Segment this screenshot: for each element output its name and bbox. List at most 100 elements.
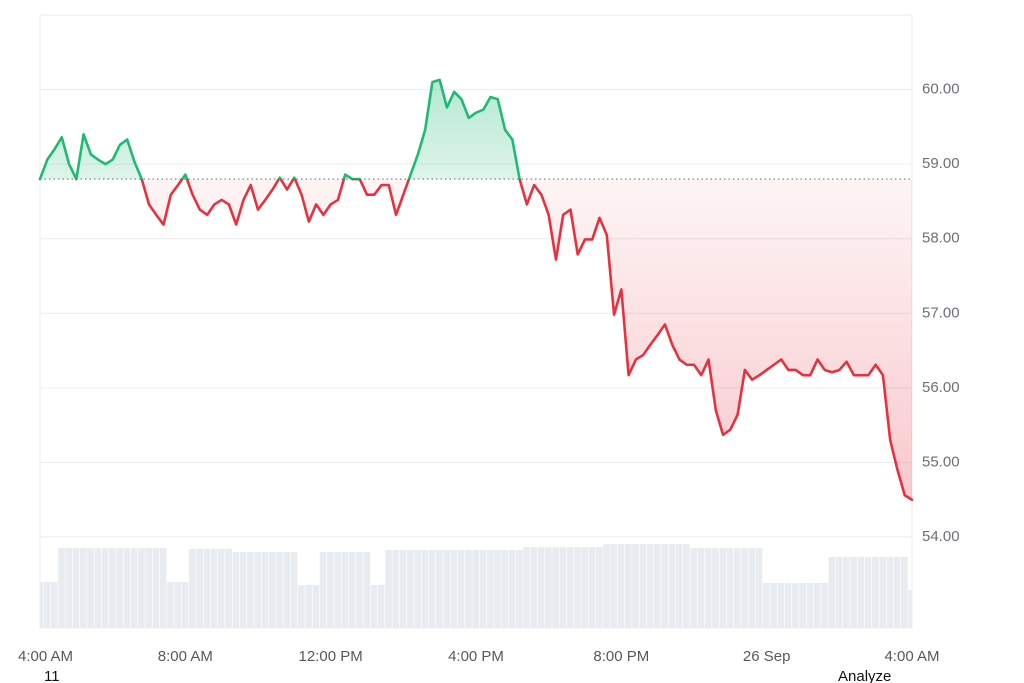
volume-bar [864, 557, 872, 628]
volume-bar [624, 544, 632, 628]
volume-bar [675, 544, 683, 628]
x-tick-label: 8:00 AM [158, 648, 213, 665]
volume-bar [486, 550, 494, 628]
volume-bar [479, 550, 487, 628]
volume-bar [152, 548, 160, 628]
volume-bar [581, 547, 589, 628]
volume-bar [748, 548, 756, 628]
volume-bar [40, 582, 44, 628]
volume-bar [901, 557, 908, 628]
volume-bar [65, 548, 73, 628]
volume-bar [595, 547, 603, 628]
volume-bar [341, 552, 349, 628]
volume-bar [523, 547, 530, 628]
area-fill [40, 79, 912, 500]
volume-bar [327, 552, 334, 628]
volume-bar [218, 549, 225, 628]
volume-bar [850, 557, 857, 628]
volume-bar [232, 552, 240, 628]
x-tick-label: 8:00 PM [593, 648, 649, 665]
volume-bar [123, 548, 131, 628]
volume-bar [559, 547, 567, 628]
volume-bar [574, 547, 581, 628]
volume-bar [348, 552, 356, 628]
volume-bar [777, 583, 785, 628]
volume-bar [501, 550, 509, 628]
volume-bar [755, 548, 763, 628]
volume-bar [617, 544, 625, 628]
volume-bar [610, 544, 618, 628]
volume-bar [704, 548, 712, 628]
footer-left: 11 [44, 668, 60, 683]
volume-bar [879, 557, 886, 628]
volume-bar [138, 548, 145, 628]
volume-bar [806, 583, 814, 628]
volume-bar [821, 583, 828, 628]
volume-bar [828, 557, 836, 628]
volume-bar [247, 552, 254, 628]
volume-bar [188, 549, 196, 628]
volume-bar [450, 550, 458, 628]
volume-bar [254, 552, 262, 628]
volume-bar [116, 548, 123, 628]
volume-bar [109, 548, 116, 628]
x-tick-label: 4:00 AM [884, 648, 939, 665]
volume-bar [363, 552, 371, 628]
y-tick-label: 57.00 [922, 304, 960, 321]
x-tick-label: 4:00 AM [18, 648, 73, 665]
volume-bar [733, 548, 741, 628]
volume-bar [545, 547, 552, 628]
volume-bar [101, 548, 109, 628]
volume-bar [297, 585, 305, 628]
y-tick-label: 59.00 [922, 155, 960, 172]
volume-bar [196, 549, 203, 628]
volume-bar [835, 557, 843, 628]
volume-bar [784, 583, 792, 628]
volume-bar [159, 548, 167, 628]
volume-bar [50, 582, 58, 628]
volume-bar [370, 585, 378, 628]
volume-bar [632, 544, 639, 628]
volume-bar [334, 552, 341, 628]
volume-bar [530, 547, 538, 628]
volume-bar [494, 550, 501, 628]
volume-bar [712, 548, 719, 628]
volume-bar [886, 557, 894, 628]
volume-bar [305, 585, 312, 628]
volume-bar [421, 550, 429, 628]
volume-bar [392, 550, 400, 628]
volume-bar [87, 548, 94, 628]
volume-bar [690, 548, 698, 628]
volume-bar [872, 557, 879, 628]
volume-bar [261, 552, 269, 628]
volume-bar [552, 547, 559, 628]
volume-bar [145, 548, 153, 628]
x-tick-label: 26 Sep [743, 648, 791, 665]
y-tick-label: 55.00 [922, 453, 960, 470]
volume-bar [770, 583, 777, 628]
volume-bar [842, 557, 850, 628]
volume-bar [857, 557, 865, 628]
volume-bar [799, 583, 807, 628]
volume-bar [356, 552, 363, 628]
footer-right[interactable]: Analyze [838, 668, 891, 683]
volume-bar [225, 549, 232, 628]
volume-bar [428, 550, 436, 628]
volume-bar [661, 544, 668, 628]
volume-bar [508, 550, 516, 628]
volume-bar [443, 550, 450, 628]
volume-bar [181, 582, 189, 628]
volume-bar [319, 552, 327, 628]
volume-bar [668, 544, 676, 628]
volume-bar [130, 548, 138, 628]
volume-bar [377, 585, 385, 628]
volume-bar [726, 548, 734, 628]
volume-bar [283, 552, 291, 628]
x-tick-label: 12:00 PM [299, 648, 363, 665]
volume-bar [813, 583, 821, 628]
volume-bar [414, 550, 421, 628]
x-tick-label: 4:00 PM [448, 648, 504, 665]
volume-bar [566, 547, 574, 628]
volume-bar [268, 552, 276, 628]
